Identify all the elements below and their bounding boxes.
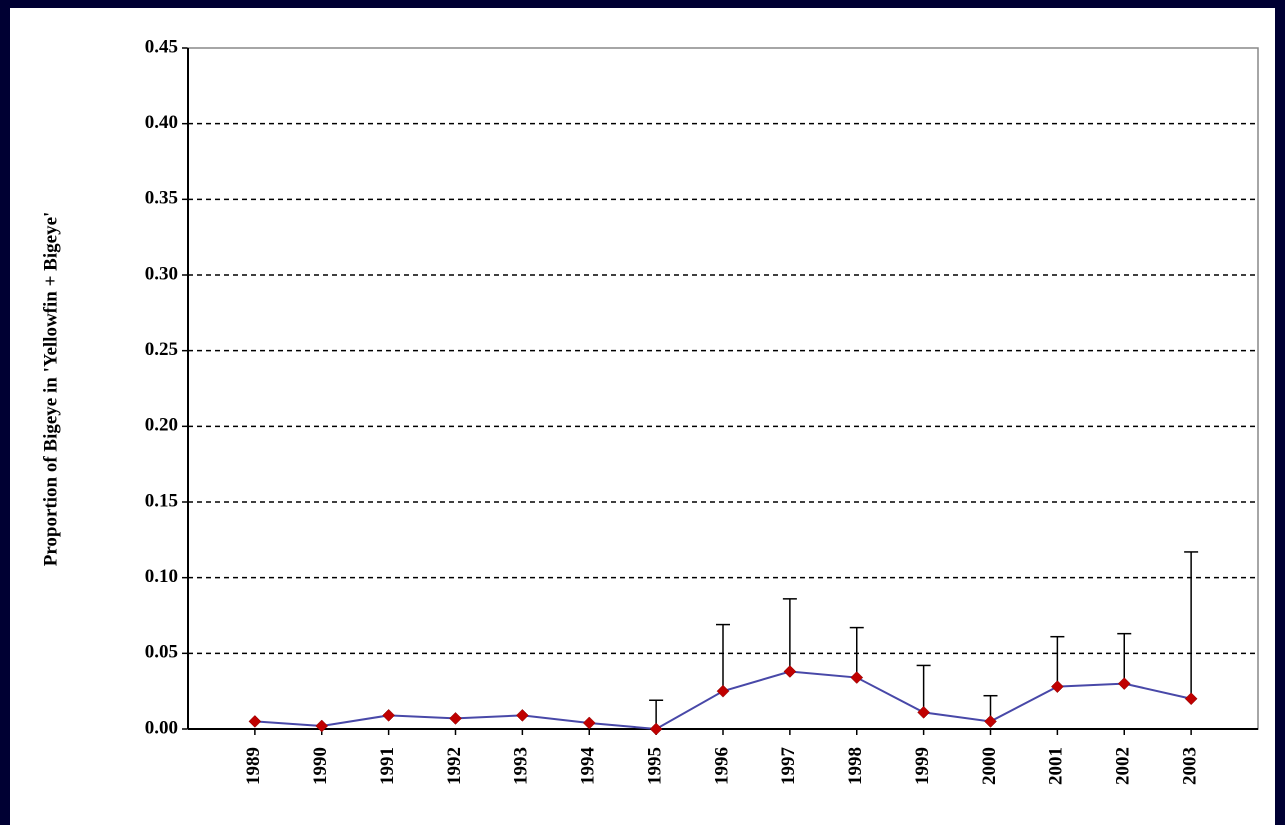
y-tick-label: 0.30 xyxy=(145,263,178,284)
x-tick-label: 1996 xyxy=(711,747,732,785)
data-point xyxy=(984,715,997,728)
y-tick-label: 0.45 xyxy=(145,36,178,57)
y-tick-label: 0.00 xyxy=(145,717,178,738)
x-tick-label: 1995 xyxy=(644,747,665,785)
x-tick-label: 1991 xyxy=(377,747,398,785)
data-point xyxy=(516,709,529,722)
chart-panel xyxy=(10,8,1275,825)
y-tick-label: 0.05 xyxy=(145,642,178,663)
x-tick-label: 2002 xyxy=(1113,747,1134,785)
y-tick-label: 0.20 xyxy=(145,415,178,436)
y-axis-label: Proportion of Bigeye in 'Yellowfin + Big… xyxy=(40,212,61,567)
data-point xyxy=(917,705,930,719)
x-tick-label: 1993 xyxy=(511,747,532,785)
x-tick-label: 1989 xyxy=(243,747,264,785)
x-tick-label: 1999 xyxy=(912,747,933,785)
y-tick-label: 0.10 xyxy=(145,566,178,587)
data-point xyxy=(315,719,329,733)
x-tick-label: 2000 xyxy=(979,747,1000,785)
y-tick-label: 0.15 xyxy=(145,490,178,511)
data-point xyxy=(582,716,596,730)
data-point xyxy=(1184,692,1198,706)
x-tick-label: 2003 xyxy=(1179,747,1200,785)
x-tick-label: 1994 xyxy=(578,747,599,786)
x-tick-label: 1997 xyxy=(778,747,799,786)
data-point xyxy=(1051,680,1064,693)
data-point xyxy=(1117,677,1131,690)
data-point xyxy=(382,709,395,722)
x-tick-label: 1998 xyxy=(845,747,866,785)
x-tick-label: 2001 xyxy=(1046,747,1067,785)
data-point xyxy=(449,712,462,725)
y-tick-label: 0.40 xyxy=(145,112,178,133)
data-point xyxy=(716,684,730,698)
data-point xyxy=(248,715,262,728)
x-tick-label: 1990 xyxy=(310,747,331,785)
data-point xyxy=(850,671,864,684)
y-tick-label: 0.25 xyxy=(145,339,178,360)
data-point xyxy=(649,722,663,736)
y-tick-label: 0.35 xyxy=(145,188,178,209)
x-tick-label: 1992 xyxy=(444,747,465,785)
data-point xyxy=(783,665,797,678)
